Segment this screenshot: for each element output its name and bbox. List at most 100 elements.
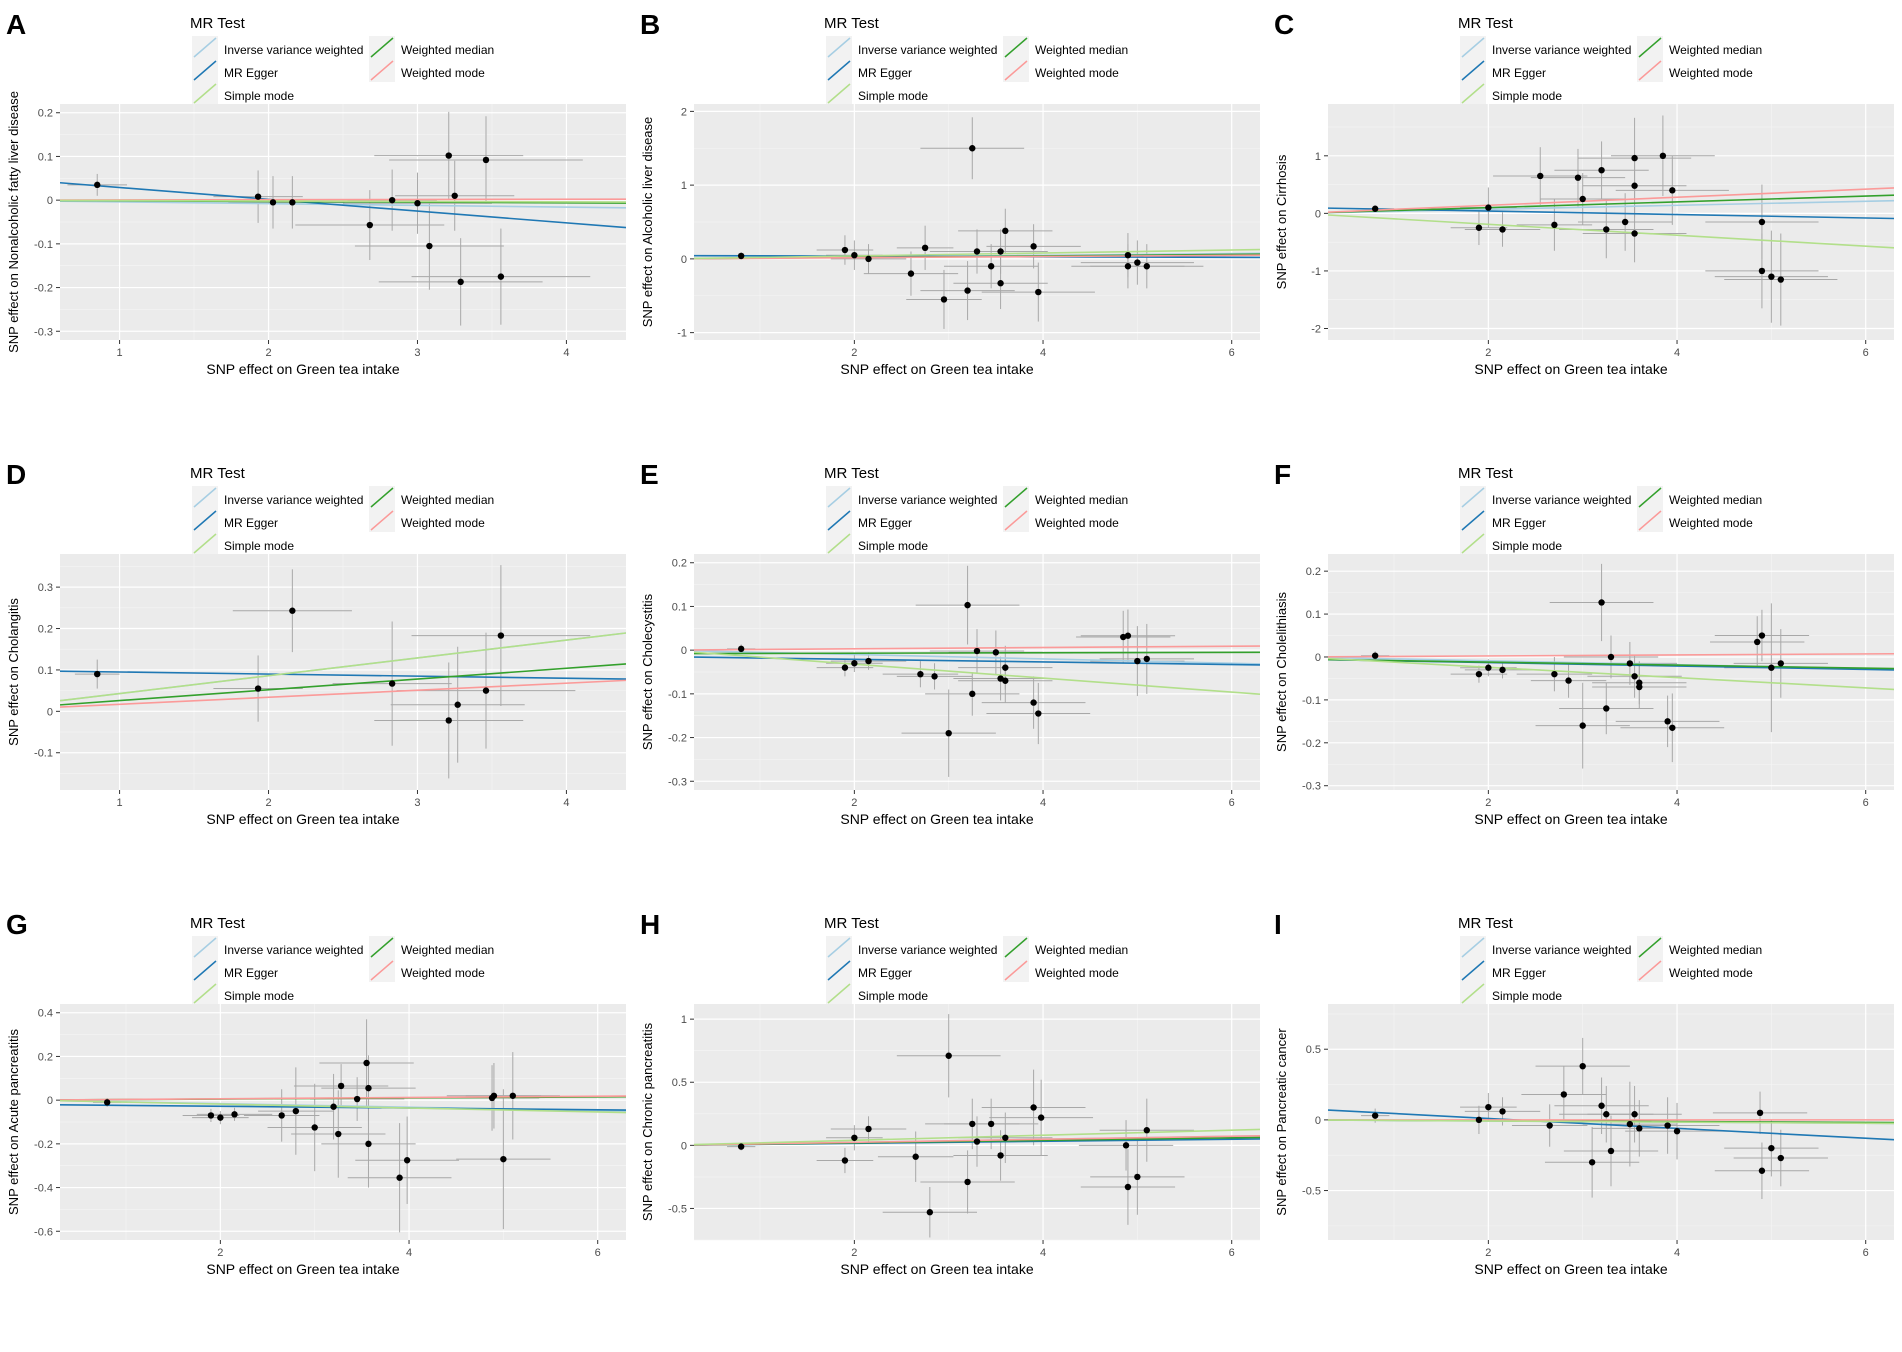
data-point — [497, 273, 505, 280]
data-point — [973, 647, 981, 655]
legend-item: MR Egger — [1460, 959, 1546, 982]
data-point — [396, 1174, 403, 1181]
legend-title: MR Test — [190, 465, 246, 482]
data-point — [1579, 722, 1586, 729]
y-tick-label: -0.1 — [1302, 695, 1321, 707]
data-point — [482, 156, 490, 164]
data-point — [917, 670, 924, 678]
x-tick-label: 4 — [406, 1247, 412, 1259]
legend-label: Weighted median — [1035, 943, 1128, 957]
data-point — [1485, 204, 1492, 211]
legend-label: MR Egger — [224, 66, 278, 80]
data-point — [289, 199, 296, 206]
legend-label: Inverse variance weighted — [1492, 43, 1631, 57]
chart-svg: F MR Test Inverse variance weighted Weighte… — [1274, 459, 1894, 827]
data-point — [1636, 1125, 1643, 1132]
legend-line-3 — [1004, 60, 1028, 81]
data-point — [1626, 660, 1634, 667]
data-layer — [694, 117, 1260, 329]
data-point — [94, 181, 101, 189]
regression-line-egger — [1328, 1109, 1894, 1141]
y-tick-label: 0.2 — [672, 558, 687, 570]
data-point — [497, 632, 505, 639]
regression-line-egger — [694, 656, 1260, 666]
x-tick-label: 4 — [563, 797, 569, 809]
legend-item: Simple mode — [192, 532, 294, 555]
data-point — [737, 645, 745, 653]
legend-label: MR Egger — [1492, 516, 1546, 530]
gridlines — [60, 104, 626, 340]
regression-line-smode — [1328, 1119, 1894, 1125]
data-point — [1598, 166, 1605, 174]
panel-label: E — [640, 459, 659, 490]
y-tick-label: -0.5 — [668, 1203, 687, 1215]
data-point — [103, 1099, 111, 1106]
data-point — [388, 196, 396, 204]
data-point — [1485, 1103, 1492, 1111]
legend: MR Test Inverse variance weighted Weighted… — [190, 15, 494, 105]
legend-line-0 — [193, 487, 217, 508]
legend-item: Weighted mode — [1637, 959, 1753, 982]
x-tick-label: 2 — [851, 347, 857, 359]
data-point — [1603, 1111, 1610, 1118]
legend-item: Weighted median — [1003, 486, 1128, 509]
data-point — [1607, 653, 1615, 661]
panel-h: H MR Test Inverse variance weighted Weighte… — [634, 900, 1268, 1350]
data-point — [1565, 677, 1572, 684]
legend-line-1 — [1004, 487, 1028, 508]
data-point — [931, 673, 938, 680]
x-tick-label: 6 — [1863, 347, 1869, 359]
data-point — [1134, 259, 1141, 266]
y-tick-label: 0 — [1315, 652, 1321, 664]
legend-line-3 — [370, 510, 394, 531]
x-tick-label: 4 — [1040, 1247, 1046, 1259]
regression-line-wmode — [1328, 187, 1894, 213]
legend-label: Weighted median — [401, 943, 494, 957]
data-point — [1768, 1144, 1775, 1152]
legend-item: Simple mode — [826, 82, 928, 105]
data-point — [490, 1092, 498, 1099]
regression-line-wmed — [60, 663, 626, 706]
data-point — [1546, 1122, 1553, 1129]
legend-line-3 — [1004, 960, 1028, 981]
data-point — [841, 1157, 849, 1164]
data-point — [1579, 195, 1586, 203]
legend-label: Weighted median — [1669, 943, 1762, 957]
legend-item: Weighted median — [1003, 36, 1128, 59]
panel-label: D — [6, 459, 26, 490]
legend-label: Inverse variance weighted — [858, 493, 997, 507]
data-point — [1631, 1111, 1638, 1118]
data-point — [365, 1084, 372, 1092]
data-layer — [1328, 115, 1894, 326]
x-tick-label: 4 — [1674, 797, 1680, 809]
axes: 2 4 6 -0.3 -0.2 -0.1 0 0.1 0.2 SNP effect on Gree… — [1274, 566, 1869, 827]
regression-line-wmed — [1328, 658, 1894, 670]
legend-line-1 — [1638, 937, 1662, 958]
y-tick-label: 0.5 — [672, 1077, 687, 1089]
data-point — [454, 701, 461, 708]
y-tick-label: 0.1 — [672, 601, 687, 613]
y-tick-label: -0.3 — [1302, 781, 1321, 793]
y-tick-label: 0.4 — [38, 1008, 53, 1020]
x-axis-label: SNP effect on Green tea intake — [840, 1261, 1033, 1277]
legend-item: Inverse variance weighted — [1460, 486, 1631, 509]
y-tick-label: 0.2 — [38, 108, 53, 120]
data-point — [1475, 224, 1483, 231]
y-axis-label: SNP effect on Cholelithiasis — [1274, 592, 1289, 752]
x-tick-label: 6 — [1863, 1247, 1869, 1259]
panel-label: B — [640, 9, 660, 40]
data-point — [1636, 683, 1643, 691]
data-point — [363, 1059, 370, 1067]
y-tick-label: 0 — [681, 645, 687, 657]
data-point — [1143, 1127, 1150, 1134]
data-point — [289, 607, 296, 614]
legend: MR Test Inverse variance weighted Weighted… — [824, 915, 1128, 1005]
legend-label: MR Egger — [224, 966, 278, 980]
data-point — [254, 685, 262, 692]
data-point — [737, 252, 745, 260]
data-point — [1035, 288, 1042, 296]
legend-label: Simple mode — [858, 89, 928, 103]
data-point — [1626, 1120, 1634, 1128]
data-point — [1124, 1183, 1132, 1191]
data-point — [1631, 230, 1638, 237]
